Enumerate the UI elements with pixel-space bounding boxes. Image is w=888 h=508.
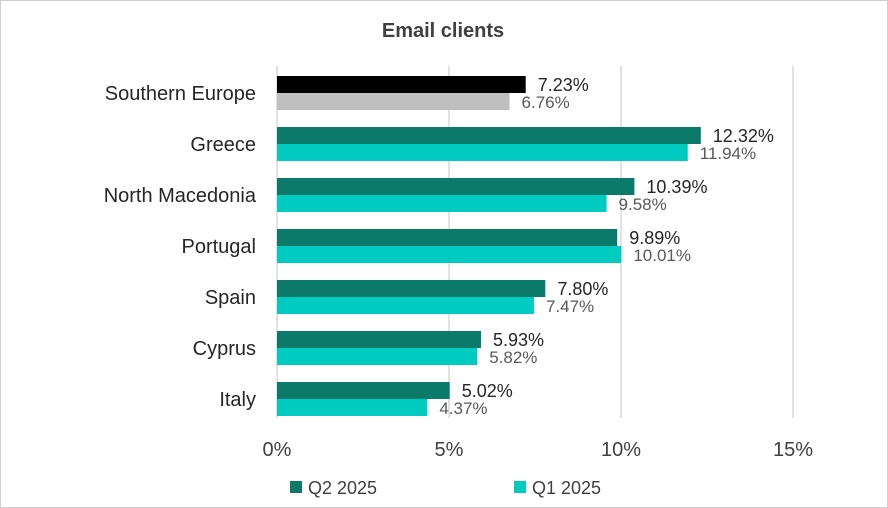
category-label-southern-europe: Southern Europe xyxy=(105,83,256,105)
bar-q2-italy xyxy=(277,382,450,399)
bar-q2-cyprus xyxy=(277,331,481,348)
category-label-italy: Italy xyxy=(219,389,256,411)
legend: Q2 2025 Q1 2025 xyxy=(290,478,601,498)
value-label-q2-italy: 5.02% xyxy=(462,381,513,401)
x-tick-label-5: 5% xyxy=(435,439,464,461)
value-label-q1-italy: 4.37% xyxy=(439,399,487,418)
value-labels: 7.23%6.76% 12.32%11.94% 10.39%9.58% 9.89%10… xyxy=(439,75,774,418)
chart-title: Email clients xyxy=(382,20,504,42)
value-label-q2-portugal: 9.89% xyxy=(629,228,680,248)
x-tick-label-15: 15% xyxy=(773,439,813,461)
legend-label-q1: Q1 2025 xyxy=(532,478,601,498)
value-label-q2-north-macedonia: 10.39% xyxy=(646,177,707,197)
value-label-q2-greece: 12.32% xyxy=(713,126,774,146)
bar-q1-spain xyxy=(277,297,534,314)
bar-q1-southern-europe xyxy=(277,93,510,110)
value-label-q1-southern-europe: 6.76% xyxy=(522,93,570,112)
x-tick-label-10: 10% xyxy=(601,439,641,461)
value-label-q1-portugal: 10.01% xyxy=(633,246,691,265)
category-label-cyprus: Cyprus xyxy=(193,338,256,360)
legend-swatch-q1 xyxy=(514,481,526,493)
value-label-q1-cyprus: 5.82% xyxy=(489,348,537,367)
bar-q2-greece xyxy=(277,127,701,144)
value-label-q2-spain: 7.80% xyxy=(557,279,608,299)
bar-q1-portugal xyxy=(277,246,622,263)
bar-q2-north-macedonia xyxy=(277,178,635,195)
value-label-q2-southern-europe: 7.23% xyxy=(538,75,589,95)
bar-q1-north-macedonia xyxy=(277,195,607,212)
category-label-greece: Greece xyxy=(190,134,256,156)
category-label-portugal: Portugal xyxy=(182,236,257,258)
value-label-q1-north-macedonia: 9.58% xyxy=(619,195,667,214)
x-tick-labels: 0% 5% 10% 15% xyxy=(263,439,814,461)
bar-q1-italy xyxy=(277,399,428,416)
category-labels: Southern Europe Greece North Macedonia Port… xyxy=(104,83,257,411)
value-label-q2-cyprus: 5.93% xyxy=(493,330,544,350)
bar-q2-spain xyxy=(277,280,546,297)
value-label-q1-spain: 7.47% xyxy=(546,297,594,316)
value-label-q1-greece: 11.94% xyxy=(700,144,756,163)
bar-q1-cyprus xyxy=(277,348,478,365)
bar-q1-greece xyxy=(277,144,688,161)
legend-label-q2: Q2 2025 xyxy=(308,478,377,498)
category-label-spain: Spain xyxy=(205,287,256,309)
bars xyxy=(277,76,701,416)
bar-q2-portugal xyxy=(277,229,618,246)
category-label-north-macedonia: North Macedonia xyxy=(104,185,257,207)
bar-q2-southern-europe xyxy=(277,76,526,93)
legend-swatch-q2 xyxy=(290,481,302,493)
x-tick-label-0: 0% xyxy=(263,439,292,461)
